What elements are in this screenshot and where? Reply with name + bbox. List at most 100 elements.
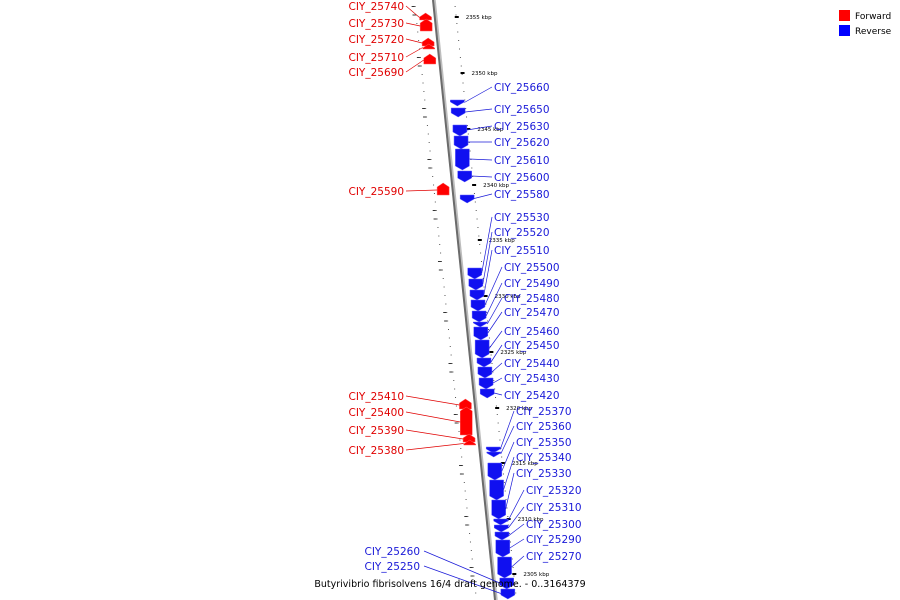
- tick-dot: [462, 465, 464, 466]
- reverse-gene-label: CIY_25350: [516, 437, 572, 449]
- label-leader: [423, 565, 501, 594]
- tick-dot: [426, 125, 428, 126]
- tick-dot: [455, 14, 457, 16]
- label-leader: [492, 377, 503, 384]
- tick-dot: [457, 31, 459, 33]
- label-leader: [499, 410, 515, 450]
- major-tick: [466, 128, 471, 130]
- label-leader: [508, 523, 525, 536]
- tick-dot: [423, 91, 425, 92]
- label-leader: [469, 158, 493, 161]
- reverse-gene-label: CIY_25460: [504, 326, 560, 338]
- label-leader: [494, 392, 503, 396]
- tick-dot: [414, 6, 416, 7]
- tick-dot: [431, 167, 433, 169]
- reverse-gene: [457, 170, 472, 183]
- tick-dot: [507, 516, 509, 517]
- tick-dot: [418, 40, 420, 41]
- reverse-gene-label: CIY_25310: [526, 502, 582, 514]
- major-tick: [454, 16, 459, 18]
- tick-dot: [469, 533, 471, 534]
- gene-labels: CIY_25740 CIY_25730 CIY_25720 CIY_25710 CIY_…: [349, 1, 582, 594]
- legend: Forward Reverse: [839, 10, 892, 37]
- genome-backbone: [432, 0, 498, 600]
- label-leader: [488, 330, 503, 349]
- label-leader: [505, 472, 515, 510]
- legend-swatch: [839, 25, 850, 36]
- reverse-gene-label: CIY_25290: [526, 534, 582, 546]
- tick-dot: [447, 329, 449, 330]
- tick-dot: [463, 91, 465, 92]
- tick-dot: [504, 490, 506, 492]
- tick-dot: [496, 414, 498, 415]
- label-leader: [405, 395, 460, 406]
- tick-dot: [417, 31, 419, 33]
- label-leader: [490, 344, 503, 363]
- tick-dot: [461, 74, 463, 75]
- forward-gene-label: CIY_25720: [349, 34, 405, 46]
- minor-tick: [459, 473, 463, 475]
- major-tick: [500, 462, 505, 464]
- reverse-gene-label: CIY_25660: [494, 82, 550, 94]
- minor-tick: [438, 269, 442, 271]
- reverse-gene-label: CIY_25630: [494, 121, 550, 133]
- reverse-gene: [468, 278, 484, 291]
- forward-gene: [422, 43, 436, 50]
- forward-gene-label: CIY_25590: [349, 186, 405, 198]
- forward-gene-label: CIY_25380: [349, 445, 405, 457]
- reverse-gene: [485, 446, 501, 454]
- label-leader: [405, 38, 423, 44]
- reverse-gene-label: CIY_25500: [504, 262, 560, 274]
- label-leader: [507, 489, 525, 522]
- tick-dot: [458, 40, 460, 41]
- tick-dot: [470, 550, 472, 551]
- reverse-gene-label: CIY_25530: [494, 212, 550, 224]
- tick-dot: [486, 312, 488, 313]
- tick-dot: [459, 48, 461, 50]
- tick-dot: [488, 337, 490, 339]
- tick-dot: [502, 465, 504, 466]
- tick-dot: [448, 337, 450, 339]
- tick-label: 2350 kbp: [472, 71, 498, 77]
- tick-label: 2330 kbp: [495, 294, 521, 300]
- minor-tick: [428, 167, 432, 169]
- tick-label: 2335 kbp: [489, 238, 515, 244]
- reverse-gene: [499, 577, 514, 590]
- reverse-gene: [494, 524, 509, 533]
- tick-dot: [512, 567, 514, 568]
- tick-dot: [476, 218, 478, 220]
- tick-dot: [515, 592, 517, 594]
- reverse-gene-label: CIY_25330: [516, 468, 572, 480]
- legend-label: Forward: [855, 12, 891, 22]
- minor-tick: [470, 575, 474, 577]
- tick-dot: [444, 295, 446, 296]
- tick-dot: [480, 252, 482, 254]
- minor-tick: [432, 210, 436, 211]
- forward-gene-label: CIY_25710: [349, 52, 405, 64]
- reverse-gene: [478, 377, 494, 390]
- tick-dot: [469, 150, 471, 152]
- major-tick: [483, 295, 488, 297]
- label-leader: [405, 429, 464, 440]
- tick-label: 2305 kbp: [523, 572, 549, 578]
- tick-dot: [440, 261, 442, 262]
- label-leader: [507, 506, 525, 529]
- forward-gene-label: CIY_25690: [349, 67, 405, 79]
- tick-dot: [501, 456, 503, 458]
- minor-tick: [454, 422, 458, 424]
- major-tick: [489, 351, 494, 353]
- reverse-gene: [452, 124, 468, 137]
- reverse-gene: [493, 518, 508, 526]
- reverse-gene: [487, 462, 503, 481]
- reverse-gene-label: CIY_25450: [504, 340, 560, 352]
- reverse-gene: [486, 451, 501, 458]
- tick-dot: [472, 176, 474, 177]
- label-leader: [509, 538, 525, 549]
- tick-dot: [420, 65, 422, 67]
- forward-gene-label: CIY_25390: [349, 425, 405, 437]
- tick-label: 2315 kbp: [512, 461, 538, 467]
- label-leader: [481, 216, 493, 274]
- gene-features: [419, 12, 516, 600]
- label-leader: [500, 425, 515, 455]
- tick-dot: [498, 431, 500, 432]
